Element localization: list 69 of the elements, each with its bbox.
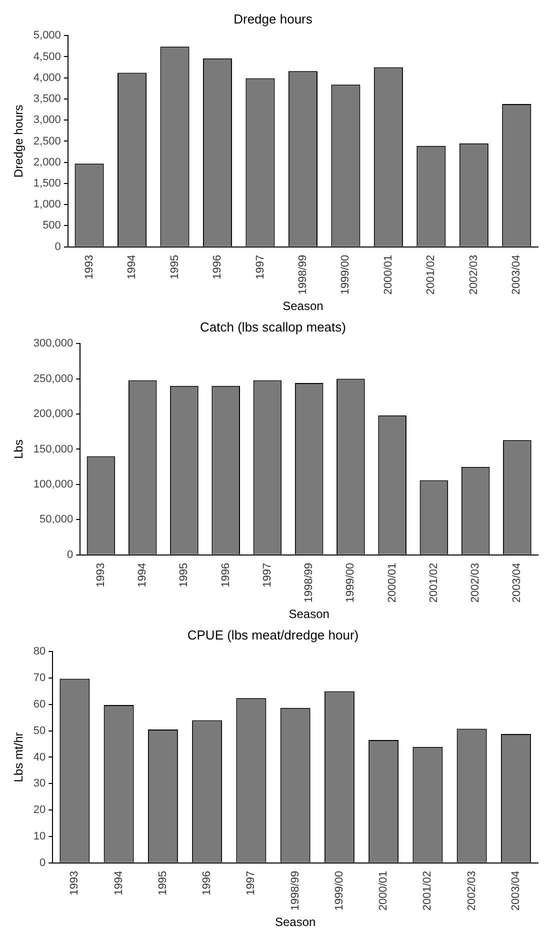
y-tick-label: 4,500 (33, 50, 61, 63)
y-tick-label: 500 (42, 220, 61, 232)
x-tick-label: 1999/00 (340, 254, 352, 295)
chart-title: CPUE (lbs meat/dredge hour) (187, 627, 359, 642)
y-tick-label: 10 (33, 830, 46, 842)
x-tick-label: 2003/04 (510, 870, 522, 911)
y-tick-label: 3,000 (33, 114, 61, 126)
x-tick-label: 1993 (68, 870, 81, 896)
x-tick-label: 1994 (136, 562, 149, 588)
y-tick-label: 70 (33, 672, 46, 684)
x-tick-label: 2002/03 (466, 870, 478, 911)
x-tick-label: 2003/04 (510, 254, 523, 295)
y-tick-label: 80 (33, 646, 46, 658)
y-axis-title: Lbs (12, 440, 26, 459)
y-tick-label: 50,000 (40, 514, 74, 526)
x-tick-label: 1997 (245, 870, 258, 896)
y-tick-label: 250,000 (33, 372, 74, 385)
x-tick-label: 1994 (112, 870, 125, 896)
x-tick-label: 2001/02 (425, 254, 438, 295)
x-tick-label: 2000/01 (382, 254, 394, 295)
x-tick-label: 1998/99 (303, 562, 316, 603)
x-tick-label: 2001/02 (422, 870, 434, 911)
x-axis-title: Season (274, 915, 316, 930)
y-axis-title: Lbs mt/hr (12, 732, 26, 782)
y-axis-title: Dredge hours (12, 104, 26, 178)
y-tick-label: 4,000 (33, 72, 61, 84)
y-tick-label: 150,000 (33, 443, 74, 456)
x-tick-label: 2000/01 (378, 870, 390, 911)
y-tick-label: 0 (54, 240, 61, 253)
x-tick-label: 2001/02 (428, 562, 440, 603)
x-tick-label: 1997 (261, 562, 274, 588)
x-tick-label: 1998/99 (289, 870, 302, 911)
x-tick-label: 2002/03 (470, 562, 482, 603)
x-tick-label: 1994 (126, 254, 138, 280)
y-tick-label: 1,500 (33, 178, 61, 190)
x-tick-label: 1998/99 (296, 254, 309, 295)
x-tick-label: 1999/00 (344, 562, 357, 603)
x-tick-label: 2002/03 (468, 254, 480, 295)
x-tick-label: 1996 (201, 870, 214, 896)
x-tick-label: 1995 (156, 870, 169, 896)
y-tick-label: 60 (33, 698, 46, 710)
x-tick-label: 1995 (168, 254, 181, 280)
x-axis-title: Season (282, 299, 324, 314)
y-tick-label: 5,000 (33, 30, 61, 42)
y-tick-label: 200,000 (33, 408, 74, 420)
y-tick-label: 0 (40, 856, 46, 869)
x-axis-title: Season (288, 607, 330, 622)
y-tick-label: 20 (33, 804, 46, 816)
y-tick-label: 1,000 (33, 198, 61, 211)
x-tick-label: 2003/04 (511, 562, 524, 603)
y-tick-label: 50 (33, 724, 46, 737)
y-tick-label: 2,000 (33, 156, 61, 168)
x-tick-label: 1999/00 (333, 870, 346, 911)
chart-title: Catch (lbs scallop meats) (200, 319, 346, 334)
y-tick-label: 300,000 (33, 338, 74, 350)
x-tick-label: 2000/01 (386, 562, 398, 603)
y-tick-label: 3,500 (33, 93, 61, 106)
y-tick-label: 30 (33, 778, 46, 790)
y-tick-label: 100,000 (33, 478, 74, 490)
x-tick-label: 1996 (220, 562, 232, 588)
x-tick-label: 1993 (83, 254, 96, 280)
x-tick-label: 1995 (178, 562, 190, 588)
chart-title: Dredge hours (234, 11, 313, 26)
x-tick-label: 1996 (212, 254, 224, 280)
x-tick-label: 1993 (95, 562, 108, 588)
y-tick-label: 2,500 (33, 135, 61, 148)
y-tick-label: 0 (67, 548, 74, 561)
x-tick-label: 1997 (254, 254, 266, 280)
y-tick-label: 40 (33, 751, 46, 764)
